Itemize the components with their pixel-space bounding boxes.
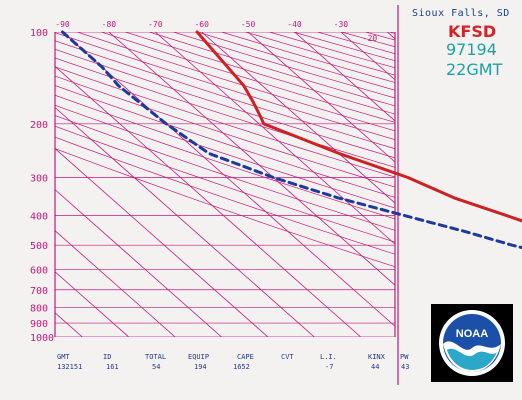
station-id: KFSD [448, 22, 497, 41]
stat-li-label: L.I. [320, 353, 337, 361]
isotherm [247, 32, 395, 163]
stat-equip-label: EQUIP [188, 353, 210, 361]
isotherm [294, 32, 395, 122]
temperature-profile-line [195, 30, 522, 223]
dry-adiabat [55, 48, 395, 159]
isotherm [55, 65, 362, 337]
chart-tick-labels: 100 200 300 400 500 600 700 800 900 1000 -90 -80 -70… [30, 0, 377, 344]
isotherm [55, 189, 222, 337]
dry-adiabat [55, 94, 395, 209]
dry-adiabat [55, 125, 395, 243]
stat-kinx-value: 44 [371, 363, 380, 371]
top-temperature-tick-label: -90 [55, 20, 70, 29]
stat-li-value: -7 [325, 363, 334, 371]
stat-cape-value: 1652 [233, 363, 250, 371]
top-temperature-tick-label: -40 [287, 20, 302, 29]
stat-pw-value: 43 [401, 363, 410, 371]
pressure-tick-label: 800 [30, 303, 48, 314]
dry-adiabat [55, 66, 395, 178]
stat-cvt-label: CVT [281, 353, 294, 361]
pressure-tick-label: 600 [30, 265, 48, 276]
right-temperature-tick-label: -20 [363, 34, 378, 43]
grid-lines [55, 32, 395, 337]
station-name: Sioux Falls, SD [412, 8, 510, 19]
isotherm [55, 230, 176, 337]
dry-adiabat [55, 57, 395, 168]
isotherm [55, 271, 130, 337]
stat-total-label: TOTAL [145, 353, 167, 361]
dry-adiabat [55, 75, 395, 188]
dry-adiabat [55, 136, 395, 255]
stat-gmt-value: 132151 [57, 363, 83, 371]
isotherm [55, 106, 315, 337]
top-temperature-tick-label: -30 [334, 20, 349, 29]
noaa-logo: NOAA [431, 304, 513, 382]
stat-equip-value: 194 [194, 363, 207, 371]
stat-kinx-label: KINX [368, 353, 385, 361]
isotherm [155, 32, 395, 245]
dewpoint-profile-line [61, 30, 522, 250]
dry-adiabat [55, 148, 395, 268]
stat-total-value: 54 [152, 363, 161, 371]
top-temperature-tick-label: -80 [102, 20, 117, 29]
chart-series [61, 30, 522, 250]
isotherm [108, 32, 395, 286]
isotherm [55, 148, 269, 337]
pressure-tick-label: 500 [30, 241, 48, 252]
stat-gmt-label: GMT [57, 353, 70, 361]
stat-id-label: ID [103, 353, 112, 361]
dry-adiabat [55, 85, 395, 198]
top-temperature-tick-label: -70 [148, 20, 163, 29]
pressure-tick-label: 100 [30, 28, 48, 39]
pressure-tick-label: 900 [30, 319, 48, 330]
chart-grid [54, 5, 399, 385]
stat-pw-label: PW [400, 353, 409, 361]
pressure-tick-label: 700 [30, 286, 48, 297]
stat-id-value: 161 [106, 363, 119, 371]
pressure-tick-label: 300 [30, 174, 48, 185]
dry-adiabat [55, 115, 395, 231]
top-temperature-tick-label: -60 [194, 20, 209, 29]
logo-text: NOAA [456, 328, 488, 340]
pressure-tick-label: 200 [30, 120, 48, 131]
pressure-tick-label: 400 [30, 212, 48, 223]
isotherm [62, 32, 395, 327]
stat-cape-label: CAPE [237, 353, 254, 361]
right-temperature-tick-label: -10 [363, 0, 378, 2]
top-temperature-tick-label: -50 [241, 20, 256, 29]
pressure-tick-label: 1000 [30, 333, 54, 344]
isotherm [201, 32, 395, 204]
date-code: 97194 [446, 40, 497, 59]
dry-adiabat [55, 104, 395, 220]
time-code: 22GMT [446, 60, 503, 79]
